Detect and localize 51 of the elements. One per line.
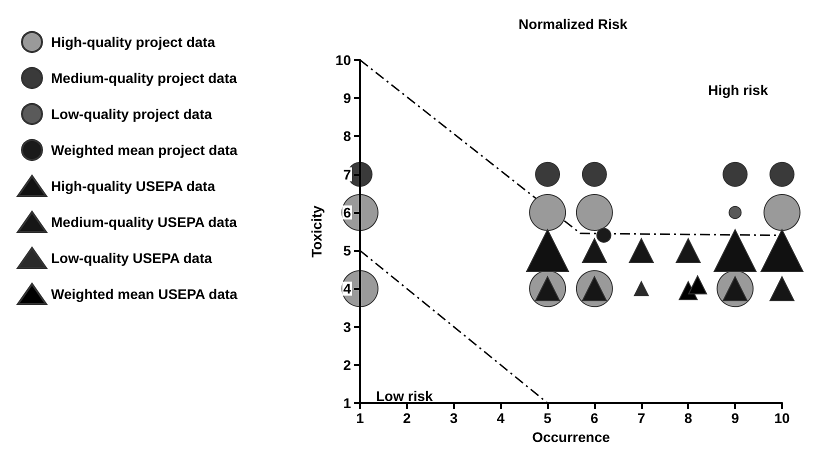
x-tick-label: 8	[684, 410, 692, 426]
point	[596, 228, 612, 243]
legend-label: High-quality project data	[51, 34, 216, 50]
point	[714, 229, 757, 272]
annotation: High risk	[708, 82, 768, 98]
y-axis-title: Toxicity	[308, 205, 325, 258]
x-tick-label: 10	[774, 410, 790, 426]
chart-title: Normalized Risk	[518, 16, 628, 32]
point	[770, 276, 794, 302]
point	[770, 162, 794, 187]
x-tick-label: 5	[544, 410, 552, 426]
legend-label: High-quality USEPA data	[51, 178, 216, 194]
point	[764, 194, 800, 231]
point	[722, 162, 748, 187]
legend-label: Low-quality project data	[51, 106, 212, 122]
y-tick-label: 2	[343, 356, 352, 373]
point	[676, 238, 701, 264]
x-tick-label: 3	[450, 410, 458, 426]
point	[728, 206, 742, 219]
y-tick-label: 4	[343, 280, 352, 297]
point	[576, 194, 613, 231]
point	[526, 229, 570, 272]
point	[688, 275, 708, 294]
x-tick-label: 4	[496, 410, 505, 426]
y-tick-label: 6	[343, 204, 352, 220]
y-tick-label: 8	[343, 128, 352, 144]
x-tick-label: 6	[590, 410, 599, 426]
point	[760, 229, 804, 272]
x-tick-label: 9	[731, 410, 740, 426]
y-tick-label: 1	[343, 395, 352, 411]
annotation: Low risk	[376, 388, 434, 404]
x-tick-label: 2	[402, 410, 411, 426]
y-tick-label: 10	[335, 52, 352, 68]
legend-label: Weighted mean project data	[51, 142, 238, 158]
x-axis-title: Occurrence	[532, 428, 610, 445]
legend-label: Low-quality USEPA data	[51, 250, 212, 266]
point	[582, 162, 607, 187]
y-tick-label: 3	[343, 318, 352, 335]
y-tick-label: 7	[343, 166, 352, 182]
point	[529, 194, 566, 231]
legend-label: Medium-quality USEPA data	[51, 214, 238, 230]
legend-label: Medium-quality project data	[51, 70, 238, 86]
y-tick-label: 9	[343, 90, 352, 106]
point	[582, 238, 607, 264]
point	[634, 281, 649, 296]
point	[535, 162, 560, 187]
point	[628, 238, 654, 264]
x-tick-label: 7	[637, 410, 646, 426]
x-tick-label: 1	[356, 410, 364, 426]
y-tick-label: 5	[343, 242, 352, 259]
legend-label: Weighted mean USEPA data	[51, 286, 238, 302]
